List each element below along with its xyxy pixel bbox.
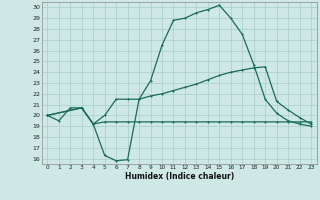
X-axis label: Humidex (Indice chaleur): Humidex (Indice chaleur) bbox=[124, 172, 234, 181]
